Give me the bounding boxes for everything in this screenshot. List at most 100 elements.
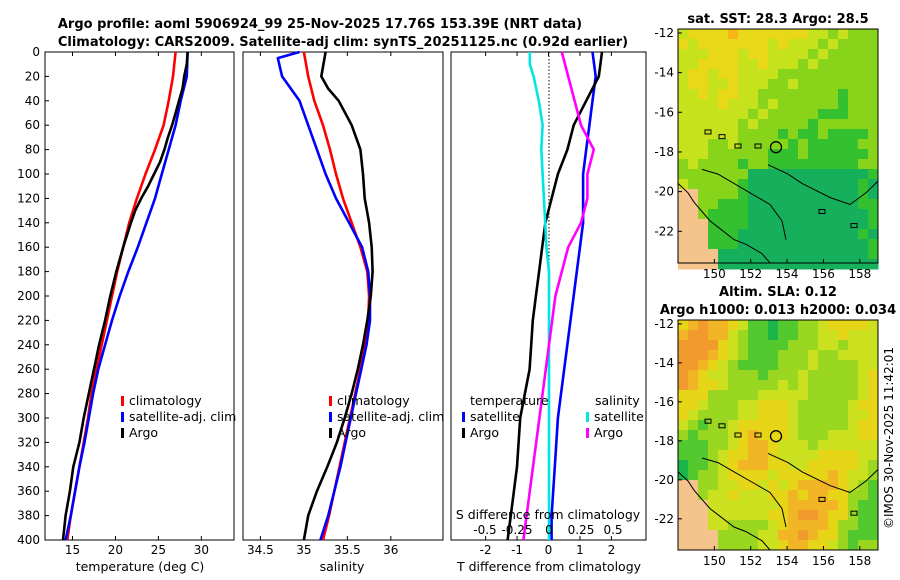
map-cell — [828, 400, 839, 411]
map-cell — [868, 490, 879, 501]
map-cell — [678, 380, 689, 391]
map-cell — [828, 520, 839, 531]
map-cell — [818, 450, 829, 461]
map-cell — [688, 390, 699, 401]
map-cell — [798, 450, 809, 461]
map-cell — [828, 89, 839, 100]
map-cell — [738, 29, 749, 40]
map-cell — [738, 59, 749, 70]
map-cell — [758, 340, 769, 351]
map-cell — [848, 410, 859, 421]
map-cell — [838, 89, 849, 100]
map-cell — [738, 450, 749, 461]
map-cell — [788, 530, 799, 541]
map-cell — [698, 330, 709, 341]
map-cell — [788, 209, 799, 220]
map-cell — [748, 159, 759, 170]
map-cell — [838, 350, 849, 361]
map-cell — [678, 390, 689, 401]
map-cell — [788, 99, 799, 110]
map-cell — [808, 430, 819, 441]
map-cell — [838, 420, 849, 431]
map-cell — [748, 199, 759, 210]
island-outline — [704, 129, 712, 135]
map-cell — [828, 420, 839, 431]
island-outline — [734, 143, 742, 149]
map-cell — [828, 199, 839, 210]
salinity-legend-label: climatology — [337, 393, 410, 408]
map-cell — [698, 59, 709, 70]
map-cell — [848, 189, 859, 200]
map-cell — [708, 430, 719, 441]
map-cell — [728, 79, 739, 90]
map-cell — [818, 89, 829, 100]
map-cell — [858, 119, 869, 130]
map-cell — [858, 530, 869, 541]
map-cell — [798, 199, 809, 210]
map-cell — [768, 400, 779, 411]
map-cell — [858, 360, 869, 371]
map-cell — [718, 450, 729, 461]
map-cell — [688, 480, 699, 491]
map-cell — [808, 450, 819, 461]
map-cell — [788, 400, 799, 411]
map-cell — [708, 530, 719, 541]
map-cell — [738, 520, 749, 531]
map-cell — [768, 500, 779, 511]
map-cell — [728, 29, 739, 40]
map-cell — [768, 390, 779, 401]
map-cell — [688, 450, 699, 461]
map-cell — [788, 59, 799, 70]
map-cell — [718, 400, 729, 411]
map-cell — [688, 430, 699, 441]
map-cell — [698, 129, 709, 140]
map-cell — [708, 420, 719, 431]
map-cell — [868, 239, 879, 250]
map-cell — [738, 510, 749, 521]
map-cell — [768, 219, 779, 230]
map-cell — [838, 330, 849, 341]
map-cell — [788, 159, 799, 170]
map-cell — [768, 149, 779, 160]
map-cell — [698, 360, 709, 371]
map-cell — [798, 360, 809, 371]
map-cell — [868, 470, 879, 481]
map-cell — [858, 229, 869, 240]
map-cell — [848, 460, 859, 471]
map-cell — [688, 380, 699, 391]
map-cell — [838, 49, 849, 60]
map-cell — [748, 400, 759, 411]
map-cell — [698, 350, 709, 361]
map-cell — [868, 530, 879, 541]
map-cell — [798, 109, 809, 120]
salinity-legend-label: Argo — [337, 425, 366, 440]
map-cell — [698, 490, 709, 501]
map-cell — [718, 89, 729, 100]
map-cell — [858, 350, 869, 361]
x-tick-label: 15 — [65, 543, 80, 557]
map-cell — [818, 430, 829, 441]
map-cell — [818, 259, 829, 270]
map-cell — [738, 340, 749, 351]
map-cell — [688, 340, 699, 351]
map-cell — [828, 540, 839, 551]
map-cell — [808, 320, 819, 331]
reef-outline — [701, 168, 787, 240]
map-cell — [858, 490, 869, 501]
map-cell — [698, 450, 709, 461]
map-cell — [858, 109, 869, 120]
map-y-tick-label: -12 — [654, 317, 674, 331]
map-cell — [688, 39, 699, 50]
map-cell — [808, 490, 819, 501]
map-cell — [688, 239, 699, 250]
map-cell — [798, 540, 809, 551]
map-cell — [718, 39, 729, 50]
map-cell — [678, 259, 689, 270]
t-difference-label: T difference from climatology — [456, 559, 642, 574]
salinity-axes-frame — [242, 51, 444, 541]
map-cell — [798, 430, 809, 441]
map-cell — [798, 99, 809, 110]
temperature-legend-swatch — [121, 428, 124, 438]
depth-ticks: 0 20 40 60 80 100 120 140 160 180 200 220 240 260 280 3… — [17, 45, 49, 547]
map-cell — [748, 209, 759, 220]
